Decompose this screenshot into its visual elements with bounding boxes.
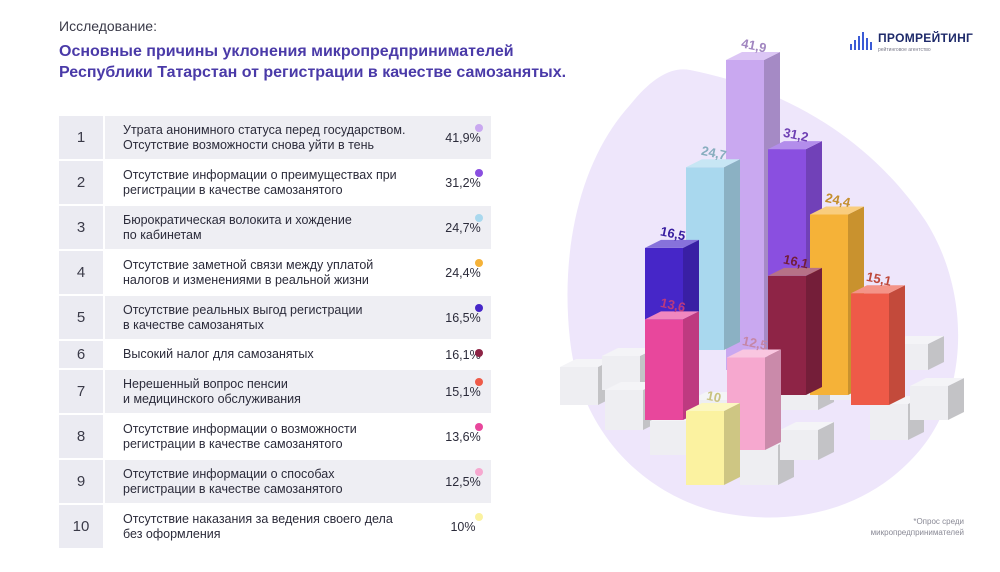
row-value-label: 13,6%: [445, 429, 481, 444]
table-row: 9 Отсутствие информации о способах регист…: [59, 460, 491, 503]
row-value-label: 24,7%: [445, 220, 481, 235]
table-row: 3 Бюрократическая волокита и хождение по …: [59, 206, 491, 249]
row-value: 15,1%: [435, 370, 491, 413]
row-reason: Отсутствие информации о способах регистр…: [105, 460, 435, 503]
row-value: 31,2%: [435, 161, 491, 204]
row-value-label: 16,1%: [445, 347, 481, 362]
row-rank: 3: [59, 206, 103, 249]
row-value: 12,5%: [435, 460, 491, 503]
bar-label: 15,1: [865, 269, 893, 289]
bar-10: [686, 403, 740, 485]
bar-label: 41,9: [740, 36, 768, 56]
row-value-label: 41,9%: [445, 130, 481, 145]
legend-dot: [475, 124, 483, 132]
bar-7: [851, 285, 905, 405]
title-line-1: Основные причины уклонения микропредприн…: [59, 43, 514, 60]
row-value-label: 31,2%: [445, 175, 481, 190]
row-reason: Отсутствие реальных выгод регистрации в …: [105, 296, 435, 339]
bar-8: [645, 311, 699, 420]
legend-dot: [475, 259, 483, 267]
table-row: 2 Отсутствие информации о преимуществах п…: [59, 161, 491, 204]
table-row: 10 Отсутствие наказания за ведения своего…: [59, 505, 491, 548]
row-rank: 6: [59, 341, 103, 368]
footnote-line-2: микропредпринимателей: [870, 528, 964, 537]
legend-dot: [475, 378, 483, 386]
table-row: 6 Высокий налог для самозанятых 16,1%: [59, 341, 491, 368]
row-value: 24,4%: [435, 251, 491, 294]
row-reason: Высокий налог для самозанятых: [105, 341, 435, 368]
row-value-label: 15,1%: [445, 384, 481, 399]
row-value: 41,9%: [435, 116, 491, 159]
row-rank: 9: [59, 460, 103, 503]
footnote: *Опрос среди микропредпринимателей: [871, 516, 964, 538]
bar-label: 13,6: [659, 295, 687, 315]
table-row: 1 Утрата анонимного статуса перед государ…: [59, 116, 491, 159]
bar-label: 24,4: [824, 190, 853, 210]
row-value: 10%: [435, 505, 491, 548]
row-value-label: 24,4%: [445, 265, 481, 280]
legend-dot: [475, 169, 483, 177]
logo-tagline: рейтинговое агентство: [878, 47, 931, 53]
decor-cube: [780, 422, 834, 460]
brand-logo: ПРОМРЕЙТИНГ рейтинговое агентство: [848, 28, 973, 58]
row-value-label: 16,5%: [445, 310, 481, 325]
footnote-line-1: *Опрос среди: [913, 517, 964, 526]
title-line-2: Республики Татарстан от регистрации в ка…: [59, 64, 567, 81]
row-reason: Нерешенный вопрос пенсии и медицинского …: [105, 370, 435, 413]
table-row: 7 Нерешенный вопрос пенсии и медицинского…: [59, 370, 491, 413]
row-value: 16,5%: [435, 296, 491, 339]
bar-label: 24,7: [700, 143, 728, 163]
row-value: 13,6%: [435, 415, 491, 458]
table-row: 5 Отсутствие реальных выгод регистрации в…: [59, 296, 491, 339]
bar-label: 31,2: [782, 125, 810, 145]
row-reason: Отсутствие наказания за ведения своего д…: [105, 505, 435, 548]
bars: 41,9 24,7 16,5 31,2 24,4 16,1 15,1 13,6 12,5 10: [645, 36, 905, 485]
row-reason: Бюрократическая волокита и хождение по к…: [105, 206, 435, 249]
legend-dot: [475, 214, 483, 222]
row-value: 24,7%: [435, 206, 491, 249]
table-row: 8 Отсутствие информации о возможности рег…: [59, 415, 491, 458]
row-reason: Утрата анонимного статуса перед государс…: [105, 116, 435, 159]
isometric-bar-chart: 41,9 24,7 16,5 31,2 24,4 16,1 15,1 13,6 12,5 10: [560, 36, 964, 518]
row-rank: 4: [59, 251, 103, 294]
bar-label: 16,1: [782, 251, 810, 271]
row-rank: 10: [59, 505, 103, 548]
row-reason: Отсутствие заметной связи между уплатой …: [105, 251, 435, 294]
row-rank: 5: [59, 296, 103, 339]
row-rank: 7: [59, 370, 103, 413]
row-rank: 8: [59, 415, 103, 458]
legend-dot: [475, 349, 483, 357]
table-row: 4 Отсутствие заметной связи между уплатой…: [59, 251, 491, 294]
page-title: Основные причины уклонения микропредприн…: [59, 41, 579, 83]
legend-dot: [475, 468, 483, 476]
legend-dot: [475, 423, 483, 431]
row-rank: 1: [59, 116, 103, 159]
row-value-label: 12,5%: [445, 474, 481, 489]
row-rank: 2: [59, 161, 103, 204]
bar-label: 16,5: [659, 224, 687, 244]
legend-dot: [475, 513, 483, 521]
row-reason: Отсутствие информации о возможности реги…: [105, 415, 435, 458]
logo-bars-icon: [850, 32, 872, 50]
row-value-label: 10%: [450, 519, 476, 534]
logo-brand: ПРОМРЕЙТИНГ: [878, 31, 974, 45]
reasons-table: 1 Утрата анонимного статуса перед государ…: [59, 116, 491, 550]
bar-label: 10: [705, 388, 722, 406]
row-value: 16,1%: [435, 341, 491, 368]
decor-cube: [910, 378, 964, 420]
row-reason: Отсутствие информации о преимуществах пр…: [105, 161, 435, 204]
legend-dot: [475, 304, 483, 312]
bar-label: 12,5: [741, 333, 769, 353]
study-kicker: Исследование:: [59, 18, 157, 34]
